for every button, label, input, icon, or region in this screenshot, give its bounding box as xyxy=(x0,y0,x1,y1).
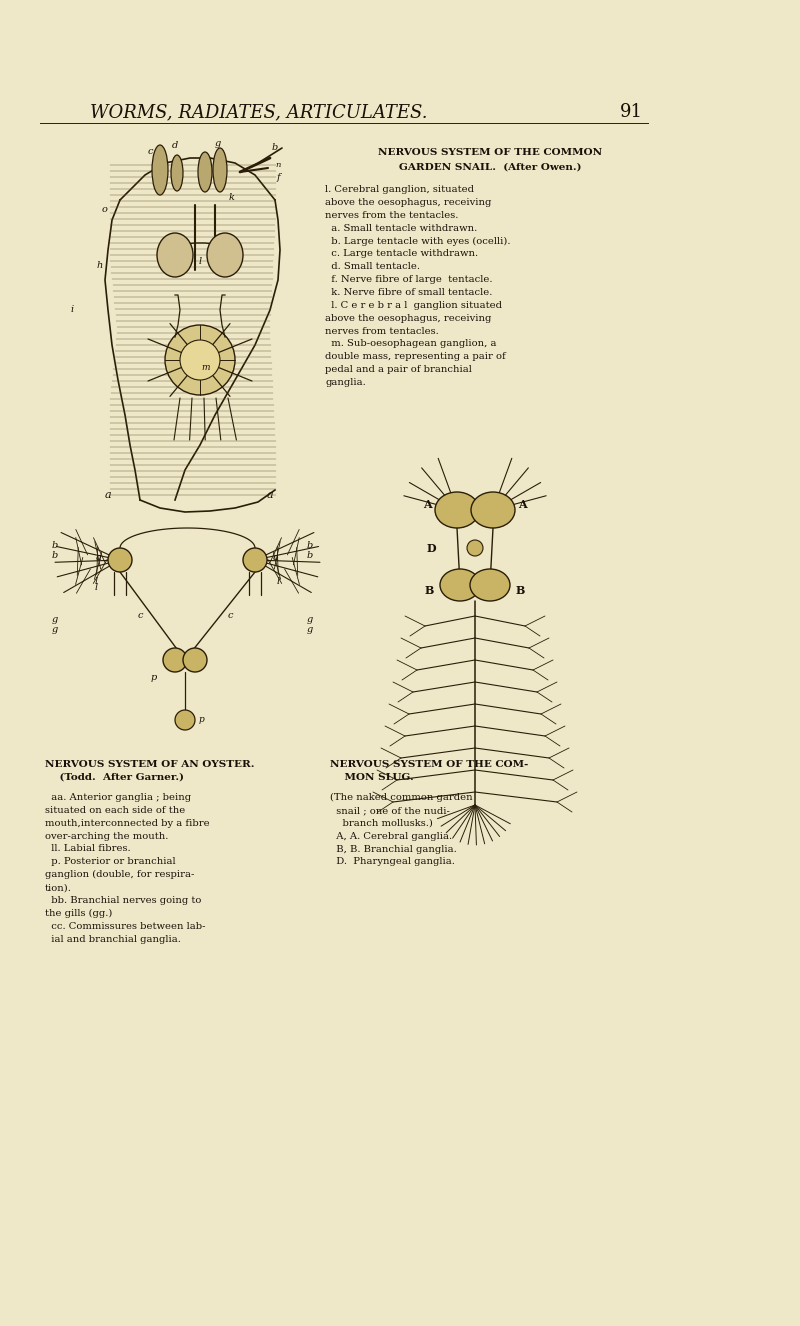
Text: b: b xyxy=(307,541,313,549)
Ellipse shape xyxy=(471,492,515,528)
Text: o: o xyxy=(102,206,108,215)
Text: aa. Anterior ganglia ; being
situated on each side of the
mouth,interconnected b: aa. Anterior ganglia ; being situated on… xyxy=(45,793,210,944)
Text: h: h xyxy=(97,260,103,269)
Text: g: g xyxy=(52,615,58,625)
Text: g: g xyxy=(307,626,313,635)
Text: a: a xyxy=(273,553,279,562)
Text: c: c xyxy=(227,610,233,619)
Text: p: p xyxy=(150,674,157,683)
Text: g: g xyxy=(215,138,221,147)
Text: g: g xyxy=(307,615,313,625)
Text: m: m xyxy=(202,363,210,373)
Text: l: l xyxy=(95,578,98,586)
Text: B: B xyxy=(425,585,434,595)
Text: NERVOUS SYSTEM OF AN OYSTER.: NERVOUS SYSTEM OF AN OYSTER. xyxy=(45,760,254,769)
Text: B: B xyxy=(516,585,525,595)
Text: l: l xyxy=(198,257,202,267)
Ellipse shape xyxy=(198,152,212,192)
Text: n: n xyxy=(275,160,281,168)
Ellipse shape xyxy=(440,569,480,601)
Ellipse shape xyxy=(435,492,479,528)
Text: b: b xyxy=(52,541,58,549)
Ellipse shape xyxy=(180,339,220,381)
Text: c: c xyxy=(138,610,142,619)
Text: MON SLUG.: MON SLUG. xyxy=(330,773,414,782)
Text: l: l xyxy=(95,583,98,593)
Text: c: c xyxy=(147,147,153,156)
Text: b: b xyxy=(307,550,313,560)
Text: k: k xyxy=(229,194,235,203)
Ellipse shape xyxy=(243,548,267,572)
Ellipse shape xyxy=(183,648,207,672)
Text: a: a xyxy=(266,491,274,500)
Ellipse shape xyxy=(163,648,187,672)
Ellipse shape xyxy=(467,540,483,556)
Ellipse shape xyxy=(207,233,243,277)
Text: i: i xyxy=(70,305,74,314)
Text: 91: 91 xyxy=(620,103,643,121)
Text: a: a xyxy=(105,491,111,500)
Text: l. Cerebral ganglion, situated
above the oesophagus, receiving
nerves from the t: l. Cerebral ganglion, situated above the… xyxy=(325,186,510,387)
Text: d: d xyxy=(172,141,178,150)
Text: f: f xyxy=(276,174,280,183)
Text: b: b xyxy=(272,143,278,152)
Ellipse shape xyxy=(175,709,195,731)
Text: (Todd.  After Garner.): (Todd. After Garner.) xyxy=(45,773,184,782)
Text: NERVOUS SYSTEM OF THE COM-: NERVOUS SYSTEM OF THE COM- xyxy=(330,760,528,769)
Ellipse shape xyxy=(152,145,168,195)
Ellipse shape xyxy=(470,569,510,601)
Text: A: A xyxy=(518,500,527,511)
Text: a: a xyxy=(96,553,102,562)
Text: g: g xyxy=(52,626,58,635)
Text: b: b xyxy=(52,550,58,560)
Text: WORMS, RADIATES, ARTICULATES.: WORMS, RADIATES, ARTICULATES. xyxy=(90,103,427,121)
Text: A: A xyxy=(423,500,432,511)
Ellipse shape xyxy=(171,155,183,191)
Ellipse shape xyxy=(165,325,235,395)
Text: D: D xyxy=(427,542,437,553)
Ellipse shape xyxy=(108,548,132,572)
Ellipse shape xyxy=(157,233,193,277)
Text: l: l xyxy=(277,578,280,586)
Text: NERVOUS SYSTEM OF THE COMMON: NERVOUS SYSTEM OF THE COMMON xyxy=(378,149,602,156)
Text: p: p xyxy=(199,716,205,724)
Ellipse shape xyxy=(213,149,227,192)
Text: (The naked common garden
  snail ; one of the nudi-
    branch mollusks.)
  A, A: (The naked common garden snail ; one of … xyxy=(330,793,473,866)
Text: GARDEN SNAIL.  (After Owen.): GARDEN SNAIL. (After Owen.) xyxy=(398,163,582,172)
